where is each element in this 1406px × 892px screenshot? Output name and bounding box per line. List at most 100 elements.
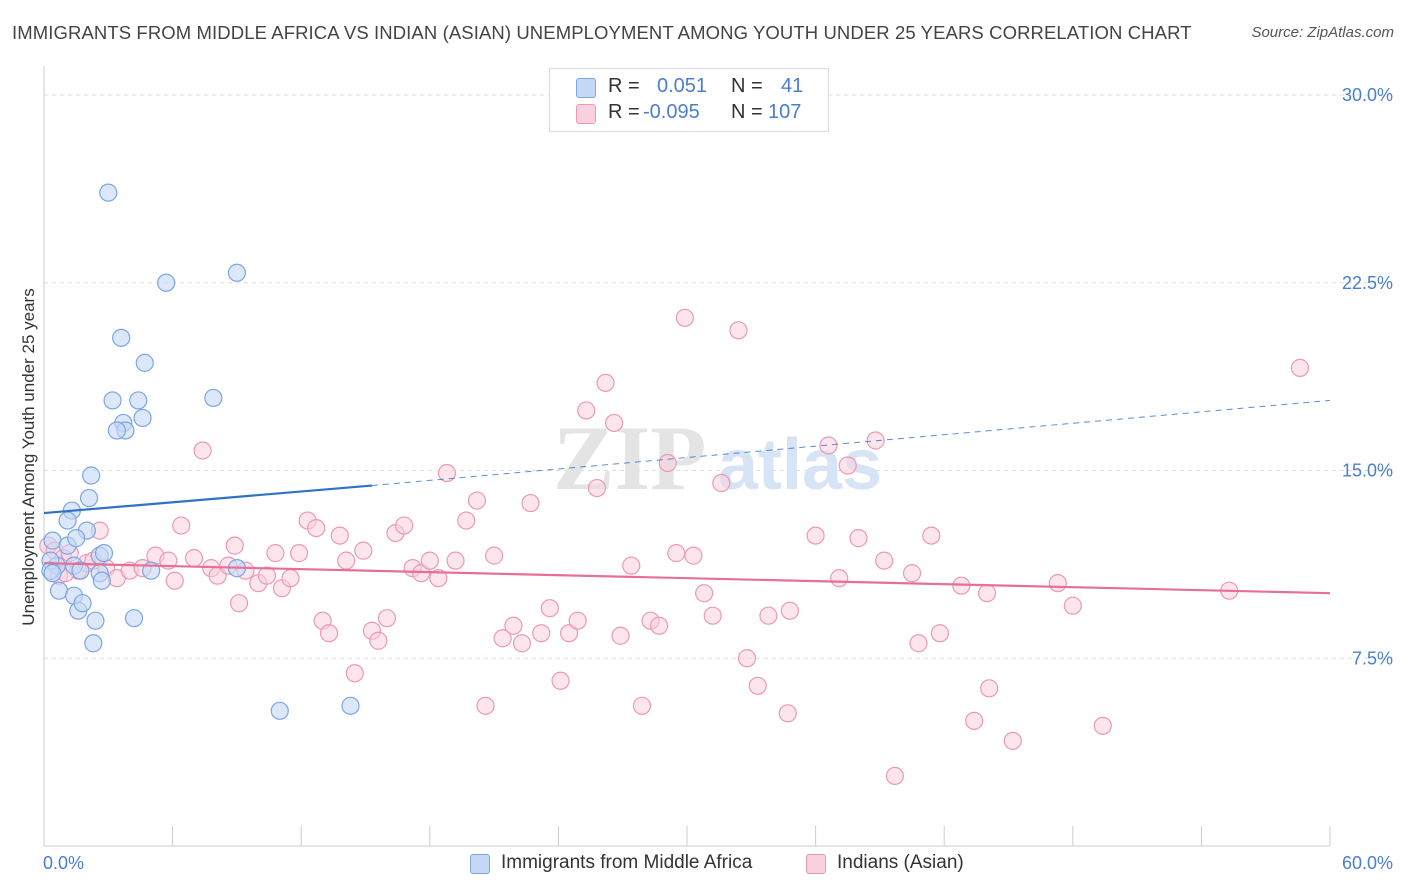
data-point-blue bbox=[99, 183, 118, 202]
data-point-pink bbox=[1063, 596, 1082, 615]
data-point-blue bbox=[129, 391, 148, 410]
watermark-atlas: atlas bbox=[718, 425, 882, 505]
data-point-pink bbox=[394, 516, 414, 535]
legend-n-value: 107 bbox=[768, 101, 802, 123]
data-point-blue bbox=[94, 544, 114, 563]
data-point-pink bbox=[748, 676, 767, 695]
data-point-pink bbox=[289, 544, 309, 563]
data-point-pink bbox=[909, 634, 928, 653]
data-point-pink bbox=[377, 609, 397, 628]
data-point-pink bbox=[337, 551, 356, 570]
data-point-blue bbox=[135, 353, 154, 372]
data-point-pink bbox=[319, 624, 339, 643]
data-point-blue bbox=[157, 273, 176, 292]
data-point-pink bbox=[354, 541, 373, 560]
trend-line-blue-solid bbox=[43, 484, 373, 515]
data-point-pink bbox=[577, 401, 596, 420]
data-point-pink bbox=[257, 566, 277, 585]
legend-r-value: -0.095 bbox=[643, 101, 700, 123]
data-point-pink bbox=[485, 546, 504, 565]
axes bbox=[43, 66, 1331, 847]
data-point-blue bbox=[133, 408, 152, 428]
data-point-pink bbox=[184, 549, 204, 568]
data-point-pink bbox=[729, 321, 748, 340]
data-point-pink bbox=[759, 606, 778, 625]
data-point-pink bbox=[778, 704, 797, 723]
data-point-blue bbox=[270, 701, 289, 720]
data-point-pink bbox=[830, 569, 849, 588]
data-point-blue bbox=[124, 609, 144, 628]
data-point-pink bbox=[930, 624, 950, 643]
data-point-blue bbox=[112, 328, 131, 347]
data-point-pink bbox=[345, 664, 364, 683]
legend-r-value: 0.051 bbox=[657, 75, 708, 97]
grid-lines bbox=[44, 94, 1392, 659]
data-point-pink bbox=[675, 308, 694, 327]
data-point-pink bbox=[650, 616, 669, 635]
y-tick-label: 22.5% bbox=[1342, 273, 1393, 293]
data-point-pink bbox=[605, 413, 624, 433]
data-point-blue bbox=[79, 488, 99, 508]
correlation-legend: R = 0.051 N = 41 R = -0.095 N = 107 bbox=[549, 68, 829, 132]
data-point-pink bbox=[849, 529, 868, 548]
data-point-blue bbox=[341, 696, 360, 715]
data-point-pink bbox=[172, 516, 191, 535]
data-point-pink bbox=[1290, 358, 1310, 377]
data-point-pink bbox=[587, 478, 607, 498]
legend-r-label: R = bbox=[608, 101, 640, 123]
data-point-blue bbox=[84, 634, 103, 653]
data-point-pink bbox=[504, 616, 523, 635]
data-point-pink bbox=[977, 584, 997, 603]
data-point-pink bbox=[780, 601, 799, 620]
data-point-pink bbox=[712, 473, 731, 493]
data-point-pink bbox=[568, 611, 587, 630]
data-point-pink bbox=[695, 584, 714, 603]
legend-n-value: 41 bbox=[781, 75, 804, 97]
data-point-blue bbox=[204, 388, 223, 408]
y-tick-label: 15.0% bbox=[1342, 461, 1393, 481]
data-point-pink bbox=[632, 696, 652, 715]
data-point-pink bbox=[437, 463, 457, 483]
data-point-pink bbox=[1003, 731, 1022, 750]
data-point-pink bbox=[684, 546, 703, 565]
data-point-pink bbox=[806, 526, 825, 545]
data-point-pink bbox=[429, 569, 448, 588]
data-point-pink bbox=[532, 624, 551, 643]
legend-n-label: N = bbox=[731, 75, 763, 97]
series-indians-asian-points bbox=[39, 308, 1310, 786]
legend-swatch-blue bbox=[576, 78, 596, 98]
legend-swatch-pink bbox=[576, 104, 596, 124]
data-point-pink bbox=[922, 526, 941, 545]
data-point-pink bbox=[476, 696, 495, 715]
data-point-blue bbox=[86, 611, 105, 630]
data-point-pink bbox=[611, 626, 630, 645]
data-point-blue bbox=[58, 511, 77, 530]
data-point-pink bbox=[225, 536, 244, 555]
tick-labels: 7.5% 15.0% 22.5% 30.0% 0.0% 60.0% bbox=[43, 85, 1393, 873]
data-point-pink bbox=[540, 599, 559, 618]
legend-r-label: R = bbox=[608, 75, 640, 97]
data-point-pink bbox=[420, 551, 439, 570]
data-point-pink bbox=[875, 551, 894, 570]
legend-swatch-pink bbox=[806, 854, 826, 874]
data-point-pink bbox=[457, 511, 476, 530]
data-point-pink bbox=[902, 564, 922, 583]
data-point-blue bbox=[73, 594, 92, 613]
data-point-pink bbox=[165, 571, 184, 590]
data-point-blue bbox=[107, 421, 126, 440]
data-point-pink bbox=[980, 679, 999, 698]
chart-title: IMMIGRANTS FROM MIDDLE AFRICA VS INDIAN … bbox=[12, 22, 1192, 43]
y-axis-label: Unemployment Among Youth under 25 years bbox=[19, 288, 38, 625]
source-label: Source: ZipAtlas.com bbox=[1251, 24, 1394, 41]
y-tick-label: 7.5% bbox=[1352, 648, 1393, 668]
data-point-blue bbox=[82, 466, 101, 485]
legend-n-label: N = bbox=[731, 101, 763, 123]
x-tick-label: 0.0% bbox=[43, 853, 84, 873]
data-point-pink bbox=[866, 431, 885, 450]
data-point-pink bbox=[1048, 574, 1067, 593]
data-point-pink bbox=[1093, 716, 1112, 735]
data-point-pink bbox=[193, 441, 212, 460]
data-point-blue bbox=[49, 581, 69, 600]
data-point-pink bbox=[467, 491, 487, 510]
